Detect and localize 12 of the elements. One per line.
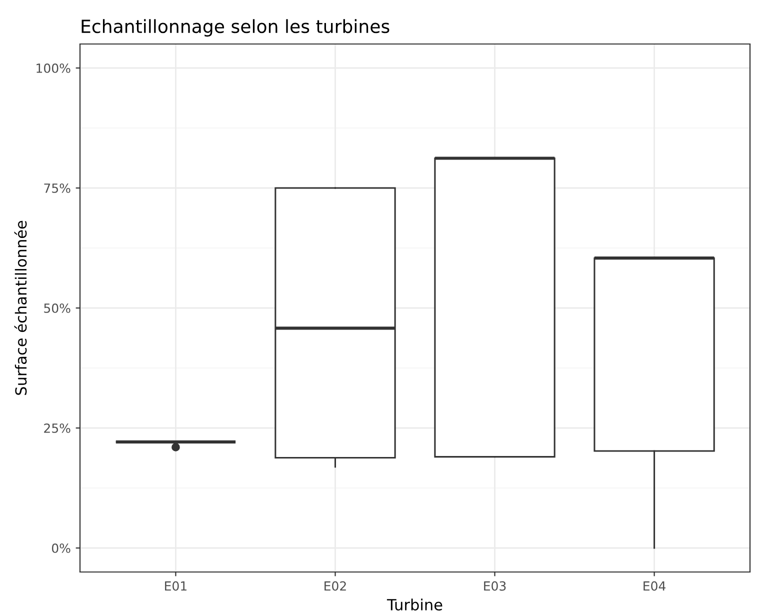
- x-tick-label: E03: [484, 581, 506, 591]
- y-tick-label: 100%: [36, 63, 70, 73]
- x-tick-label: E04: [644, 581, 666, 591]
- y-tick-label: 50%: [44, 303, 70, 313]
- x-axis-title: Turbine: [386, 598, 442, 611]
- y-tick-label: 0%: [52, 543, 70, 553]
- y-tick-label: 25%: [44, 423, 70, 433]
- x-tick-label: E02: [324, 581, 346, 591]
- y-tick-label: 75%: [44, 183, 70, 193]
- x-tick-label: E01: [165, 581, 186, 591]
- y-axis-title: Surface échantillonnée: [14, 220, 27, 395]
- chart-title: Echantillonnage selon les turbines: [82, 19, 390, 37]
